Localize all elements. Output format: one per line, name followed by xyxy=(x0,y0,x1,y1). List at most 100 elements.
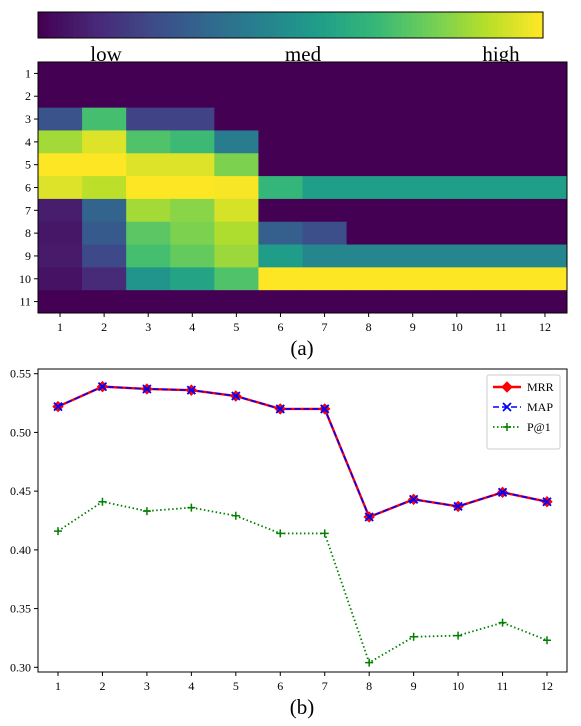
series-mrr xyxy=(52,380,553,523)
heatmap-cell xyxy=(38,198,83,223)
colorbar-segment xyxy=(497,12,504,38)
heatmap-cell xyxy=(214,130,259,154)
heatmap-cell xyxy=(390,62,436,86)
colorbar-segment xyxy=(522,12,529,38)
heatmap-cell xyxy=(258,244,303,268)
colorbar-segment xyxy=(133,12,140,38)
heatmap-cell xyxy=(126,290,171,314)
line-x-tick-label: 12 xyxy=(541,679,553,693)
colorbar-segment xyxy=(280,12,287,38)
heatmap-cell xyxy=(478,176,524,200)
heatmap-cell xyxy=(170,290,215,314)
colorbar-segment xyxy=(63,12,69,38)
heatmap-cell xyxy=(170,244,215,268)
heatmap-cell xyxy=(478,198,524,223)
colorbar-segment xyxy=(315,12,322,38)
colorbar-segment xyxy=(265,12,271,38)
heatmap-cell xyxy=(258,198,303,223)
colorbar-segment xyxy=(194,12,201,38)
line-caption: (b) xyxy=(290,695,315,719)
heatmap-x-tick-label: 4 xyxy=(189,320,195,334)
heatmap-cell xyxy=(38,130,83,154)
heatmap-cell xyxy=(390,221,436,245)
colorbar-segment xyxy=(159,12,165,38)
heatmap-y-tick-label: 4 xyxy=(25,135,31,149)
heatmap-cell xyxy=(522,130,568,154)
heatmap-cell xyxy=(258,290,303,314)
heatmap-cell xyxy=(126,62,171,86)
heatmap-cell xyxy=(522,176,568,200)
heatmap-cell xyxy=(38,221,83,245)
colorbar-segment xyxy=(305,12,312,38)
colorbar-segment xyxy=(431,12,438,38)
series-point xyxy=(231,391,241,401)
heatmap-cell xyxy=(258,62,303,86)
line-y-tick-label: 0.45 xyxy=(10,484,31,498)
heatmap-cell xyxy=(522,267,568,291)
series-point xyxy=(364,512,374,522)
heatmap-cell xyxy=(346,221,392,245)
heatmap-cell xyxy=(38,244,83,268)
colorbar-segment xyxy=(164,12,170,38)
colorbar-segment xyxy=(43,12,49,38)
colorbar-segment xyxy=(502,12,509,38)
heatmap-cell xyxy=(478,107,524,131)
heatmap-cell xyxy=(258,221,303,245)
series-point xyxy=(320,404,330,414)
colorbar-segment xyxy=(386,12,393,38)
heatmap-cell xyxy=(82,153,127,177)
line-y-tick-label: 0.40 xyxy=(10,543,31,557)
heatmap-cell xyxy=(126,130,171,154)
heatmap-x-tick-label: 5 xyxy=(233,320,239,334)
heatmap-cell xyxy=(302,267,347,291)
heatmap-cell xyxy=(38,62,83,86)
heatmap-cell xyxy=(434,153,480,177)
colorbar-segment xyxy=(492,12,499,38)
heatmap-cell xyxy=(82,290,127,314)
colorbar-segment xyxy=(416,12,423,38)
heatmap-x-tick-label: 12 xyxy=(539,320,551,334)
heatmap-cell xyxy=(82,107,127,131)
series-point xyxy=(409,632,418,641)
heatmap-cell xyxy=(390,176,436,200)
heatmap-cell xyxy=(434,221,480,245)
colorbar-segment xyxy=(396,12,403,38)
line-panel: 0.300.350.400.450.500.55 1 2 3 4 5 6 7 8 9 10 11 12… xyxy=(10,367,568,719)
colorbar-segment xyxy=(462,12,468,38)
heatmap-cell xyxy=(258,130,303,154)
heatmap-cell xyxy=(302,198,347,223)
heatmap-cell xyxy=(214,62,259,86)
colorbar-segment xyxy=(275,12,281,38)
heatmap-x-tick-label: 11 xyxy=(495,320,507,334)
heatmap-cell xyxy=(258,84,303,109)
heatmap-y-tick-label: 3 xyxy=(25,112,31,126)
colorbar-segment xyxy=(507,12,514,38)
heatmap-cell xyxy=(214,107,259,131)
heatmap-cell xyxy=(346,153,392,177)
colorbar-segment xyxy=(371,12,377,38)
colorbar-segment xyxy=(189,12,196,38)
heatmap-y-ticks: 1 2 3 4 5 6 7 8 9 10 11 xyxy=(19,66,38,309)
colorbar-segment xyxy=(144,12,150,38)
colorbar-segment xyxy=(295,12,302,38)
heatmap-x-tick-label: 8 xyxy=(366,320,372,334)
colorbar-segment xyxy=(108,12,115,38)
colorbar-segment xyxy=(335,12,342,38)
heatmap-cell xyxy=(522,221,568,245)
colorbar-segment xyxy=(128,12,135,38)
legend-label: P@1 xyxy=(527,420,551,434)
colorbar-segment xyxy=(118,12,125,38)
colorbar-segment xyxy=(38,12,44,38)
line-y-tick-label: 0.50 xyxy=(10,425,31,439)
colorbar xyxy=(38,12,544,38)
line-series-layer xyxy=(52,380,553,667)
heatmap-cell xyxy=(82,176,127,200)
series-point xyxy=(98,497,107,506)
heatmap-cell xyxy=(82,62,127,86)
colorbar-segment xyxy=(401,12,408,38)
heatmap-cell xyxy=(38,84,83,109)
heatmap-cell xyxy=(258,176,303,200)
series-point xyxy=(497,487,508,497)
heatmap-cell xyxy=(38,153,83,177)
colorbar-segment xyxy=(250,12,256,38)
